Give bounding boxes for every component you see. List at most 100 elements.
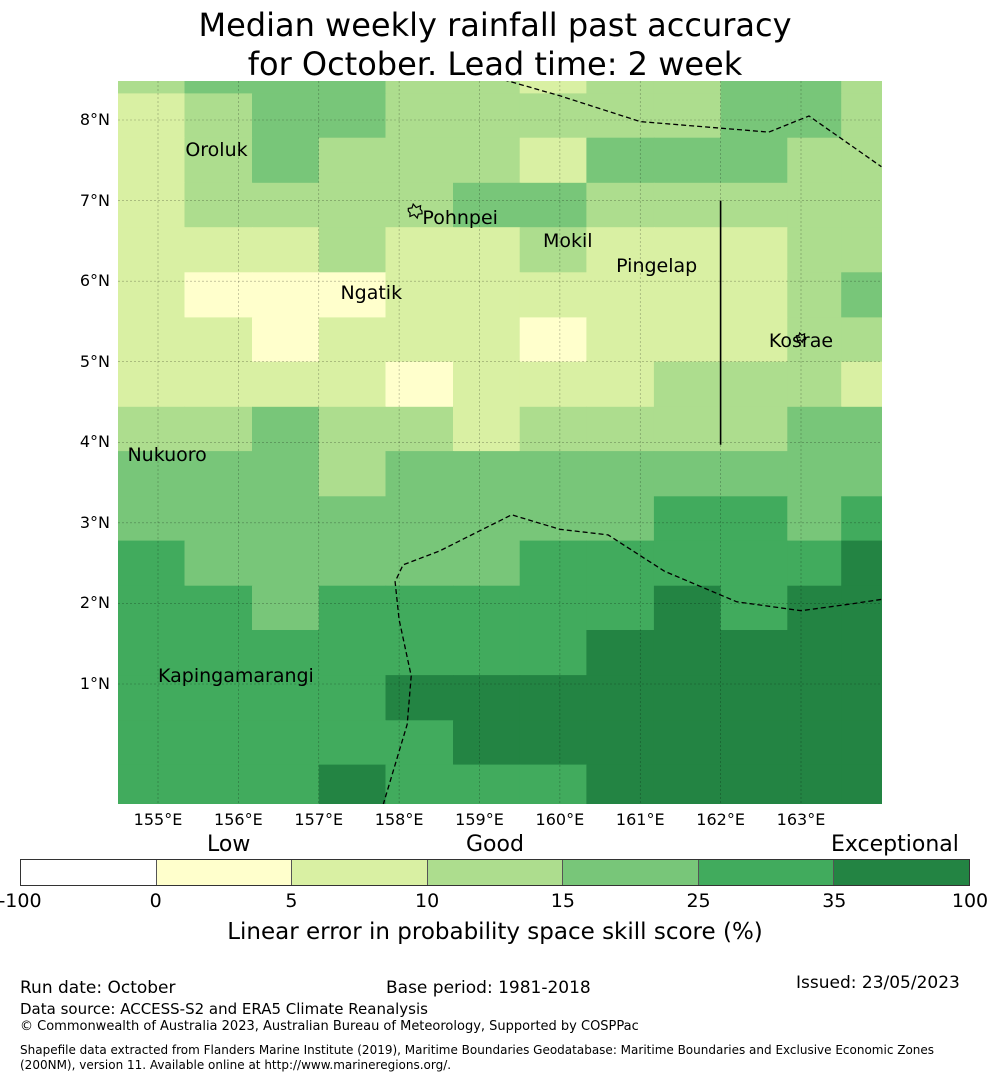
grid-cell	[653, 361, 722, 408]
grid-cell	[586, 720, 655, 766]
grid-cell	[653, 137, 722, 184]
grid-cell	[519, 764, 587, 804]
grid-cell	[118, 720, 186, 766]
grid-cell	[385, 361, 454, 408]
grid-cell	[385, 93, 454, 139]
grid-cell	[184, 675, 253, 721]
grid-cell	[318, 272, 387, 318]
grid-cell	[653, 182, 722, 228]
grid-cell	[252, 406, 320, 452]
grid-cell	[453, 361, 521, 408]
grid-cell	[519, 93, 587, 139]
grid-cell	[318, 81, 387, 94]
grid-cell	[453, 81, 521, 94]
grid-cell	[720, 81, 788, 94]
grid-cell	[586, 182, 655, 228]
grid-cell	[586, 764, 655, 804]
grid-cell	[720, 675, 788, 721]
grid-cell	[318, 93, 387, 139]
place-label-ngatik: Ngatik	[340, 282, 403, 305]
grid-cell	[184, 361, 253, 408]
grid-cell	[519, 496, 587, 542]
grid-cell	[252, 451, 320, 497]
colorbar-tick-label: -100	[0, 890, 42, 912]
grid-cell	[453, 764, 521, 804]
grid-cell	[184, 227, 253, 273]
grid-cell	[385, 317, 454, 363]
longitude-tick-label: 159°E	[455, 810, 504, 829]
grid-cell	[841, 451, 882, 497]
grid-cell	[519, 137, 587, 184]
grid-cell	[453, 227, 521, 273]
grid-cell	[519, 540, 587, 587]
grid-cell	[653, 451, 722, 497]
longitude-tick-label: 161°E	[615, 810, 665, 829]
grid-cell	[787, 182, 842, 228]
grid-cell	[653, 272, 722, 318]
grid-cell	[118, 182, 186, 228]
latitude-tick-label: 2°N	[79, 593, 110, 613]
latitude-tick-label: 4°N	[79, 432, 110, 452]
grid-cell	[787, 451, 842, 497]
map-title-line1: Median weekly rainfall past accuracy	[198, 6, 792, 44]
grid-cell	[252, 540, 320, 587]
longitude-tick-label: 155°E	[133, 810, 183, 829]
grid-cell	[118, 406, 186, 452]
grid-cell	[318, 137, 387, 184]
map-title-line2: for October. Lead time: 2 week	[247, 45, 743, 83]
grid-cell	[519, 630, 587, 676]
grid-cell	[653, 317, 722, 363]
grid-cell	[586, 137, 655, 184]
grid-cell	[787, 406, 842, 452]
latitude-tick-label: 8°N	[79, 110, 110, 129]
pohnpei-island-outline	[407, 202, 423, 220]
grid-cell	[787, 272, 842, 318]
grid-cell	[252, 182, 320, 228]
grid-cell	[184, 137, 253, 184]
grid-cell	[787, 227, 842, 273]
grid-cell	[787, 585, 842, 631]
grid-cell	[519, 182, 587, 228]
grid-cell	[841, 764, 882, 804]
grid-cell	[586, 361, 655, 408]
grid-cell	[586, 227, 655, 273]
latitude-tick-label: 1°N	[79, 674, 110, 693]
grid-cell	[118, 361, 186, 408]
grid-cell	[453, 182, 521, 228]
skill-cells	[118, 81, 882, 804]
grid-cell	[184, 406, 253, 452]
grid-cell	[841, 406, 882, 452]
grid-cell	[519, 585, 587, 631]
grid-cell	[720, 451, 788, 497]
category-good-label: Good	[466, 832, 524, 857]
grid-cell	[184, 540, 253, 587]
grid-cell	[841, 675, 882, 721]
eez-boundary-line	[382, 514, 882, 804]
grid-cell	[184, 496, 253, 542]
category-low-label: Low	[207, 832, 251, 857]
grid-cell	[118, 93, 186, 139]
grid-cell	[184, 585, 253, 631]
kosrae-island-outline	[795, 331, 807, 344]
latitude-tick-label: 5°N	[79, 351, 110, 371]
colorbar-tick-label: 5	[285, 890, 298, 912]
grid-cell	[252, 81, 320, 94]
grid-cell	[653, 720, 722, 766]
grid-cell	[720, 272, 788, 318]
grid-cell	[653, 406, 722, 452]
grid-cell	[385, 764, 454, 804]
grid-cell	[385, 227, 454, 273]
grid-cell	[118, 451, 186, 497]
grid-cell	[586, 451, 655, 497]
grid-cell	[184, 630, 253, 676]
grid-cell	[318, 496, 387, 542]
longitude-tick-label: 163°E	[776, 810, 826, 829]
grid-cell	[184, 764, 253, 804]
grid-cell	[519, 675, 587, 721]
grid-cell	[653, 81, 722, 94]
grid-cell	[586, 630, 655, 676]
grid-cell	[653, 227, 722, 273]
grid-cell	[787, 540, 842, 587]
map-panel[interactable]	[118, 81, 882, 804]
grid-cell	[453, 675, 521, 721]
